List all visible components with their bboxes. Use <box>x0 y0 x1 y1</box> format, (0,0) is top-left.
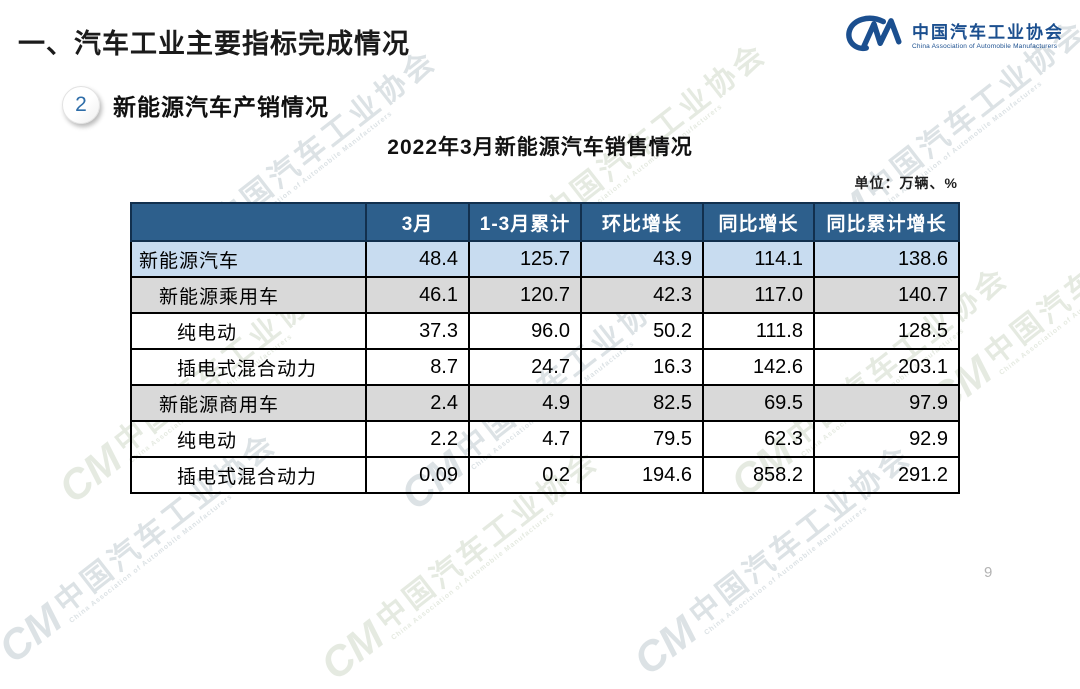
slide-main-title: 一、汽车工业主要指标完成情况 <box>18 29 410 59</box>
value-cell: 0.2 <box>468 456 582 494</box>
section-number-badge: 2 <box>62 86 100 124</box>
caam-logo: 中国汽车工业协会 China Association of Automobile… <box>843 14 1064 59</box>
section-header: 2 新能源汽车产销情况 <box>62 86 329 124</box>
value-cell: 24.7 <box>468 348 582 386</box>
value-cell: 4.9 <box>468 384 582 422</box>
value-cell: 62.3 <box>702 420 815 458</box>
value-cell: 2.2 <box>365 420 470 458</box>
nev-sales-table: 3月 1-3月累计 环比增长 同比增长 同比累计增长 新能源汽车 48.4 125.7 43.… <box>130 202 960 494</box>
caam-name-en: China Association of Automobile Manufact… <box>912 42 1058 50</box>
value-cell: 96.0 <box>468 312 582 350</box>
corner-header-cell <box>130 202 367 242</box>
value-cell: 79.5 <box>580 420 704 458</box>
row-label-cell: 纯电动 <box>130 312 367 350</box>
row-label-cell: 新能源乘用车 <box>130 276 367 314</box>
section-title: 新能源汽车产销情况 <box>113 94 329 120</box>
table-row: 新能源汽车 48.4 125.7 43.9 114.1 138.6 <box>130 240 960 278</box>
value-cell: 120.7 <box>468 276 582 314</box>
value-cell: 4.7 <box>468 420 582 458</box>
value-cell: 37.3 <box>365 312 470 350</box>
row-label-cell: 插电式混合动力 <box>130 348 367 386</box>
watermark-monogram-icon: CM <box>49 434 131 512</box>
value-cell: 8.7 <box>365 348 470 386</box>
value-cell: 92.9 <box>813 420 960 458</box>
value-cell: 46.1 <box>365 276 470 314</box>
value-cell: 203.1 <box>813 348 960 386</box>
caam-logo-text: 中国汽车工业协会 China Association of Automobile… <box>912 23 1064 50</box>
column-header-5: 同比累计增长 <box>813 202 960 242</box>
value-cell: 858.2 <box>702 456 815 494</box>
value-cell: 194.6 <box>580 456 704 494</box>
row-label-cell: 插电式混合动力 <box>130 456 367 494</box>
column-header-4: 同比增长 <box>702 202 815 242</box>
caam-monogram-icon <box>843 14 905 59</box>
value-cell: 140.7 <box>813 276 960 314</box>
watermark-monogram-icon: CM <box>311 611 393 689</box>
caam-name-cn: 中国汽车工业协会 <box>912 23 1064 43</box>
value-cell: 128.5 <box>813 312 960 350</box>
value-cell: 16.3 <box>580 348 704 386</box>
value-cell: 114.1 <box>702 240 815 278</box>
value-cell: 291.2 <box>813 456 960 494</box>
value-cell: 43.9 <box>580 240 704 278</box>
table-row: 新能源乘用车 46.1 120.7 42.3 117.0 140.7 <box>130 276 960 314</box>
value-cell: 82.5 <box>580 384 704 422</box>
value-cell: 48.4 <box>365 240 470 278</box>
value-cell: 0.09 <box>365 456 470 494</box>
watermark-monogram-icon: CM <box>0 594 71 672</box>
watermark-text-cn: 中国汽车工业协会 <box>978 178 1080 372</box>
table-row: 纯电动 2.2 4.7 79.5 62.3 92.9 <box>130 420 960 458</box>
value-cell: 97.9 <box>813 384 960 422</box>
unit-label: 单位：万辆、% <box>854 175 958 191</box>
watermark-text-en: China Association of Automobile Manufact… <box>390 510 557 642</box>
value-cell: 125.7 <box>468 240 582 278</box>
row-label-cell: 新能源汽车 <box>130 240 367 278</box>
table-title: 2022年3月新能源汽车销售情况 <box>387 136 693 159</box>
table-row: 插电式混合动力 8.7 24.7 16.3 142.6 203.1 <box>130 348 960 386</box>
value-cell: 50.2 <box>580 312 704 350</box>
watermark-monogram-icon: CM <box>624 606 706 684</box>
row-label-cell: 纯电动 <box>130 420 367 458</box>
value-cell: 69.5 <box>702 384 815 422</box>
value-cell: 111.8 <box>702 312 815 350</box>
value-cell: 117.0 <box>702 276 815 314</box>
value-cell: 142.6 <box>702 348 815 386</box>
watermark-text-en: China Association of Automobile Manufact… <box>998 245 1080 377</box>
value-cell: 2.4 <box>365 384 470 422</box>
row-label-cell: 新能源商用车 <box>130 384 367 422</box>
column-header-1: 3月 <box>365 202 470 242</box>
table-row: 新能源商用车 2.4 4.9 82.5 69.5 97.9 <box>130 384 960 422</box>
column-header-2: 1-3月累计 <box>468 202 582 242</box>
table-row: 纯电动 37.3 96.0 50.2 111.8 128.5 <box>130 312 960 350</box>
value-cell: 42.3 <box>580 276 704 314</box>
table-header-row: 3月 1-3月累计 环比增长 同比增长 同比累计增长 <box>130 202 960 242</box>
column-header-3: 环比增长 <box>580 202 704 242</box>
table-row: 插电式混合动力 0.09 0.2 194.6 858.2 291.2 <box>130 456 960 494</box>
value-cell: 138.6 <box>813 240 960 278</box>
page-number: 9 <box>984 564 993 581</box>
